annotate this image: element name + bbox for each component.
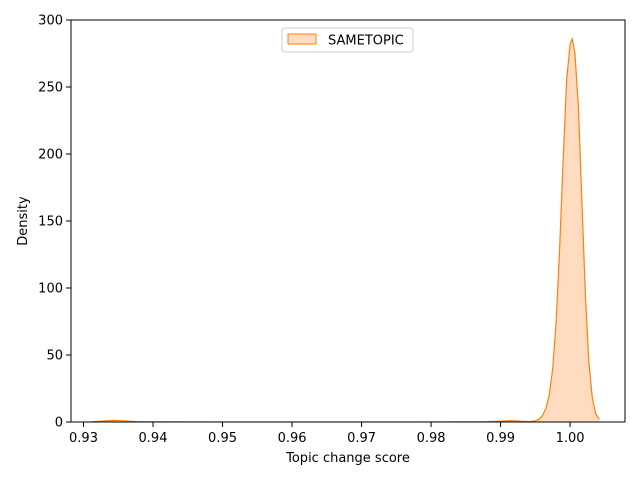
x-axis: 0.93 0.94 0.95 0.96 0.97 0.98 0.99 1.00	[69, 422, 585, 446]
sametopic-density-line	[91, 36, 600, 423]
x-tick-label: 0.94	[139, 431, 168, 446]
axes-frame	[70, 19, 626, 423]
y-axis: 0 50 100 150 200 250 300	[38, 14, 71, 431]
y-tick-label: 300	[38, 14, 63, 29]
y-tick-label: 200	[38, 148, 63, 163]
x-tick-label: 0.98	[417, 431, 446, 446]
y-axis-title: Density	[16, 196, 31, 246]
plot-area	[91, 36, 600, 423]
x-tick-label: 1.00	[556, 431, 585, 446]
x-tick-label: 0.97	[347, 431, 376, 446]
legend-label-sametopic: SAMETOPIC	[328, 34, 404, 49]
y-tick-label: 250	[38, 81, 63, 96]
x-tick-label: 0.95	[208, 431, 237, 446]
y-tick-label: 50	[46, 349, 63, 364]
x-axis-title: Topic change score	[285, 451, 410, 466]
y-tick-label: 150	[38, 215, 63, 230]
legend: SAMETOPIC	[281, 27, 414, 53]
x-tick-label: 0.96	[278, 431, 307, 446]
y-tick-label: 100	[38, 282, 63, 297]
x-tick-label: 0.99	[486, 431, 515, 446]
sametopic-density-area	[91, 38, 600, 422]
legend-swatch-sametopic	[287, 33, 317, 45]
x-tick-label: 0.93	[69, 431, 98, 446]
y-tick-label: 0	[55, 416, 63, 431]
